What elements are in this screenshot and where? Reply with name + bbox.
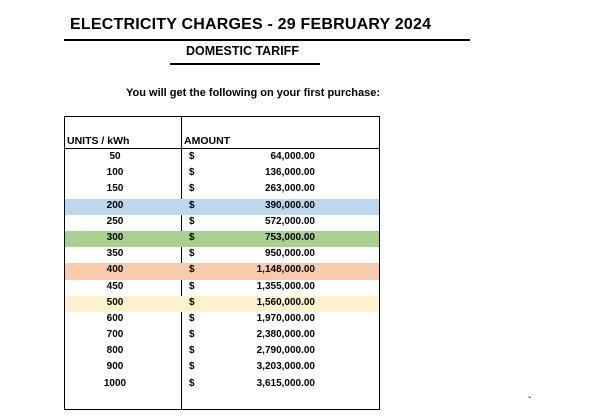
amount-cell: 572,000.00 [264,215,315,227]
table-row: 300 $753,000.00 [65,230,379,248]
units-cell: 450 [106,280,124,292]
currency-symbol: $ [189,167,195,179]
currency-symbol: $ [189,264,195,276]
column-divider [181,117,182,409]
tariff-table: UNITS / kWh AMOUNT 50 $64,000.00 100 $136,0… [64,116,380,410]
page-title: ELECTRICITY CHARGES - 29 FEBRUARY 2024 [70,16,432,33]
table-row: 200 $390,000.00 [65,198,379,215]
amount-cell: 390,000.00 [264,199,315,211]
currency-symbol: $ [189,345,195,357]
table-row: 100 $136,000.00 [65,166,379,182]
amount-cell: 263,000.00 [264,183,315,195]
units-cell: 200 [106,199,124,211]
subtitle-underline [170,63,320,65]
units-cell: 250 [106,215,124,227]
table-row: 700 $2,380,000.00 [65,328,379,344]
currency-symbol: $ [189,199,195,211]
currency-symbol: $ [189,312,195,324]
amount-cell: 2,790,000.00 [256,345,315,357]
units-cell: 400 [106,264,124,276]
currency-symbol: $ [189,329,195,341]
table-row: 450 $1,355,000.00 [65,280,379,296]
corner-mark: - [528,392,532,403]
units-cell: 500 [106,296,124,308]
currency-symbol: $ [189,183,195,195]
currency-symbol: $ [189,151,195,162]
units-column-header: UNITS / kWh [67,135,130,147]
title-underline [64,39,470,41]
table-row: 250 $572,000.00 [65,215,379,231]
amount-cell: 64,000.00 [270,151,316,162]
amount-cell: 1,148,000.00 [256,264,315,276]
table-row: 400 $1,148,000.00 [65,263,379,280]
currency-symbol: $ [189,296,195,308]
tariff-subtitle: DOMESTIC TARIFF [186,44,299,58]
amount-cell: 950,000.00 [264,248,315,260]
amount-cell: 3,615,000.00 [256,377,315,389]
table-row: 350 $950,000.00 [65,247,379,263]
currency-symbol: $ [189,248,195,260]
table-row: 50 $64,000.00 [65,150,379,166]
table-row: 600 $1,970,000.00 [65,312,379,328]
units-cell: 350 [106,248,124,260]
currency-symbol: $ [189,280,195,292]
amount-cell: 136,000.00 [264,167,315,179]
table-row: 800 $2,790,000.00 [65,344,379,360]
table-row: 150 $263,000.00 [65,182,379,198]
table-row: 500 $1,560,000.00 [65,295,379,312]
intro-text: You will get the following on your first… [126,87,381,99]
units-cell: 900 [106,361,124,373]
currency-symbol: $ [189,231,195,243]
amount-cell: 753,000.00 [264,231,315,243]
amount-cell: 1,355,000.00 [256,280,315,292]
units-cell: 150 [106,183,124,195]
units-cell: 50 [109,151,121,162]
table-row: 900 $3,203,000.00 [65,360,379,376]
table-header-row: UNITS / kWh AMOUNT [65,133,379,149]
table-row: 1000 $3,615,000.00 [65,377,379,393]
amount-cell: 1,560,000.00 [256,296,315,308]
amount-column-header: AMOUNT [184,135,231,147]
currency-symbol: $ [189,361,195,373]
amount-cell: 3,203,000.00 [256,361,315,373]
units-cell: 1000 [103,377,127,389]
units-cell: 100 [106,167,124,179]
amount-cell: 1,970,000.00 [256,312,315,324]
amount-cell: 2,380,000.00 [256,329,315,341]
units-cell: 800 [106,345,124,357]
currency-symbol: $ [189,377,195,389]
units-cell: 600 [106,312,124,324]
currency-symbol: $ [189,215,195,227]
units-cell: 300 [106,231,124,243]
units-cell: 700 [106,329,124,341]
table-body: 50 $64,000.00 100 $136,000.00 150 $263,000.00… [65,150,379,393]
